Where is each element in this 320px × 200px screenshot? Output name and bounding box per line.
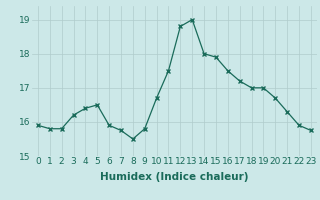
X-axis label: Humidex (Indice chaleur): Humidex (Indice chaleur) [100, 172, 249, 182]
